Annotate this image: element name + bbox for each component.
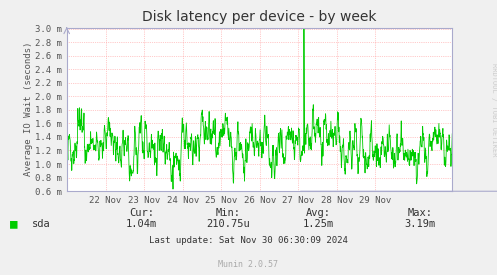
Text: Cur:: Cur:	[129, 208, 154, 218]
Text: 1.04m: 1.04m	[126, 219, 157, 229]
Text: Last update: Sat Nov 30 06:30:09 2024: Last update: Sat Nov 30 06:30:09 2024	[149, 236, 348, 245]
Text: 1.25m: 1.25m	[303, 219, 333, 229]
Text: 3.19m: 3.19m	[405, 219, 435, 229]
Text: Avg:: Avg:	[306, 208, 331, 218]
Title: Disk latency per device - by week: Disk latency per device - by week	[143, 10, 377, 24]
Text: Min:: Min:	[216, 208, 241, 218]
Text: Max:: Max:	[408, 208, 432, 218]
Text: sda: sda	[32, 219, 51, 229]
Text: RRDTOOL / TOBI OETIKER: RRDTOOL / TOBI OETIKER	[491, 63, 497, 157]
Text: 210.75u: 210.75u	[207, 219, 250, 229]
Y-axis label: Average IO Wait (seconds): Average IO Wait (seconds)	[23, 42, 33, 177]
Text: ■: ■	[10, 218, 17, 231]
Text: Munin 2.0.57: Munin 2.0.57	[219, 260, 278, 269]
